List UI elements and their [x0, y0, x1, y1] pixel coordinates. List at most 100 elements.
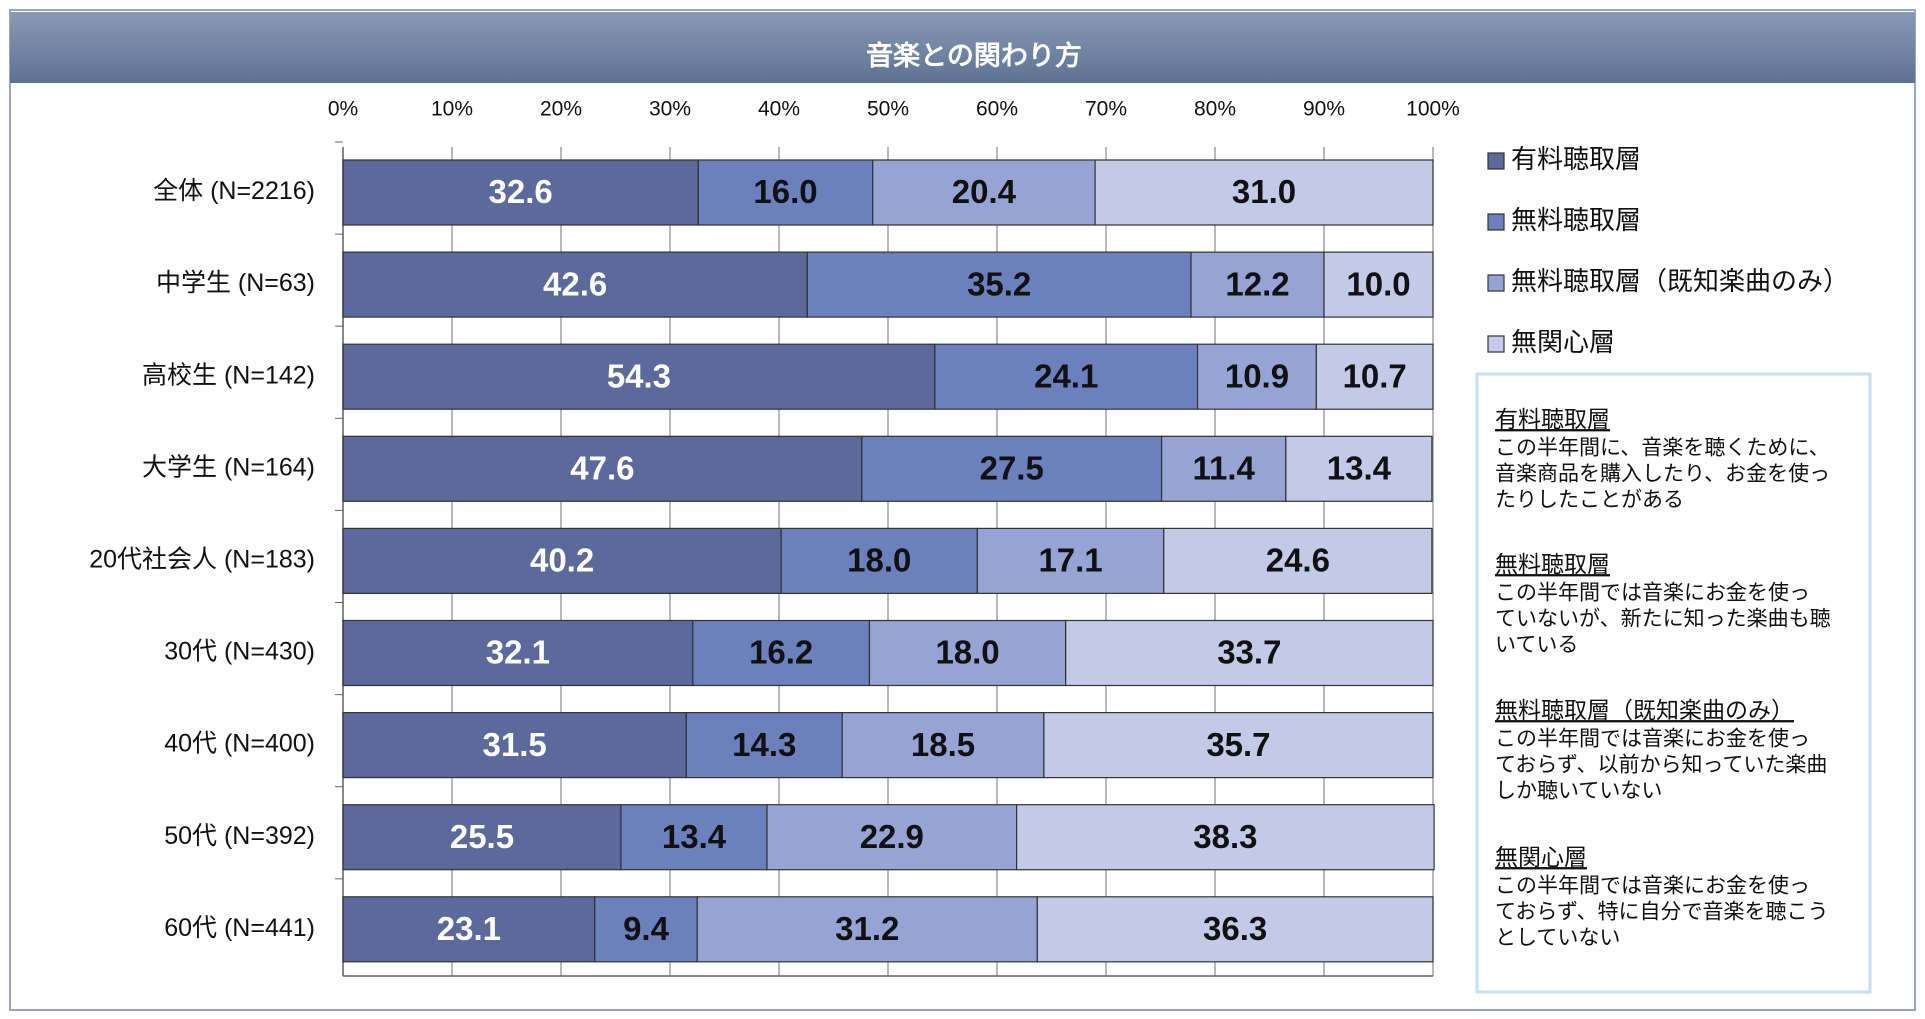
- x-tick-label: 90%: [1303, 98, 1345, 121]
- definition-text: ていないが、新たに知った楽曲も聴: [1495, 608, 1831, 631]
- x-tick-label: 20%: [540, 98, 582, 121]
- bar-segment: [780, 527, 978, 595]
- bar-segment: [1160, 435, 1287, 502]
- value-label: 13.4: [1327, 450, 1392, 487]
- x-tick-label: 60%: [976, 98, 1018, 121]
- value-label: 47.6: [570, 450, 634, 487]
- bar-segment: [1043, 711, 1434, 779]
- bar-segment: [342, 251, 808, 318]
- value-label: 9.4: [623, 910, 670, 947]
- category-label: 40代 (N=400): [164, 730, 315, 758]
- value-label: 14.3: [732, 726, 796, 763]
- bar-segment: [1094, 159, 1434, 226]
- x-tick-label: 10%: [431, 98, 473, 121]
- bar-segment: [342, 619, 694, 687]
- bar-segment: [841, 711, 1045, 779]
- category-label: 高校生 (N=142): [142, 361, 315, 389]
- bar-segment: [697, 159, 874, 226]
- category-label: 30代 (N=430): [164, 638, 315, 666]
- definition-term: 無料聴取層（既知楽曲のみ）: [1495, 697, 1794, 723]
- legend-swatch: [1487, 274, 1505, 292]
- x-tick-label: 70%: [1085, 98, 1127, 121]
- x-tick-label: 80%: [1194, 98, 1236, 121]
- legend-swatch: [1487, 213, 1505, 231]
- definition-text: 音楽商品を購入したり、お金を使っ: [1495, 463, 1830, 486]
- definition-box: [1475, 372, 1872, 994]
- value-label: 33.7: [1217, 634, 1281, 671]
- x-tick-label: 30%: [649, 98, 691, 121]
- value-label: 12.2: [1225, 265, 1289, 302]
- value-label: 10.9: [1225, 357, 1289, 394]
- category-label: 大学生 (N=164): [142, 453, 315, 481]
- definition-text: ておらず、以前から知っていた楽曲: [1495, 754, 1827, 777]
- bar-segment: [806, 251, 1192, 318]
- definition-term: 無料聴取層: [1495, 551, 1610, 577]
- value-label: 13.4: [662, 818, 727, 855]
- x-tick-label: 0%: [328, 98, 358, 121]
- x-tick-label: 100%: [1406, 98, 1460, 121]
- bar-segment: [1285, 435, 1433, 502]
- bar-segment: [692, 619, 871, 687]
- definition-text: しか聴いていない: [1495, 780, 1662, 803]
- value-label: 10.0: [1346, 265, 1410, 302]
- value-label: 35.7: [1206, 726, 1270, 763]
- chart-title: 音楽との関わり方: [866, 40, 1082, 71]
- definition-text: この半年間では音楽にお金を使っ: [1495, 875, 1810, 898]
- definition-text: いている: [1495, 634, 1578, 657]
- bar-segment: [1016, 804, 1435, 871]
- bar-segment: [342, 711, 687, 779]
- category-label: 全体 (N=2216): [153, 177, 315, 205]
- legend-label: 無関心層: [1511, 327, 1615, 357]
- value-label: 20.4: [952, 173, 1017, 210]
- value-label: 31.5: [483, 726, 547, 763]
- definition-term: 有料聴取層: [1495, 406, 1610, 432]
- value-label: 24.6: [1266, 542, 1330, 579]
- category-label: 中学生 (N=63): [156, 269, 315, 297]
- legend-label: 無料聴取層（既知楽曲のみ）: [1511, 266, 1849, 296]
- value-label: 54.3: [607, 357, 671, 394]
- value-label: 11.4: [1193, 450, 1256, 487]
- value-label: 18.5: [911, 726, 975, 763]
- bar-segment: [1315, 343, 1434, 410]
- bar-segment: [1323, 251, 1434, 318]
- value-label: 17.1: [1038, 542, 1102, 579]
- bar-segment: [1190, 251, 1325, 318]
- bar-segment: [934, 343, 1199, 410]
- value-label: 36.3: [1203, 910, 1267, 947]
- definition-text: ておらず、特に自分で音楽を聴こう: [1495, 901, 1828, 924]
- definition-text: この半年間に、音楽を聴くために、: [1495, 437, 1830, 460]
- bar-segment: [685, 711, 843, 779]
- bar-segment: [1036, 896, 1434, 963]
- value-label: 18.0: [847, 542, 911, 579]
- value-label: 25.5: [450, 818, 514, 855]
- category-label: 50代 (N=392): [164, 822, 315, 850]
- value-label: 40.2: [530, 542, 594, 579]
- value-label: 23.1: [437, 910, 501, 947]
- bar-segment: [696, 896, 1038, 963]
- value-label: 27.5: [980, 450, 1044, 487]
- value-label: 42.6: [543, 265, 607, 302]
- value-label: 18.0: [935, 634, 999, 671]
- definition-text: としていない: [1495, 927, 1620, 950]
- x-tick-label: 50%: [867, 98, 909, 121]
- value-label: 35.2: [967, 265, 1031, 302]
- legend-label: 無料聴取層: [1511, 205, 1641, 235]
- value-label: 38.3: [1193, 818, 1257, 855]
- value-label: 32.1: [486, 634, 550, 671]
- bar-segment: [342, 159, 699, 226]
- definition-text: たりしたことがある: [1495, 489, 1684, 512]
- bar-segment: [976, 527, 1165, 595]
- x-tick-label: 40%: [758, 98, 800, 121]
- value-label: 31.0: [1232, 173, 1296, 210]
- category-label: 20代社会人 (N=183): [89, 546, 315, 574]
- legend-swatch: [1487, 335, 1505, 353]
- legend-label: 有料聴取層: [1511, 144, 1641, 174]
- value-label: 16.2: [749, 634, 813, 671]
- bar-segment: [342, 527, 782, 595]
- bar-segment: [766, 804, 1018, 871]
- bar-segment: [1196, 343, 1317, 410]
- value-label: 24.1: [1034, 357, 1098, 394]
- title-bar: [10, 12, 1915, 83]
- value-label: 31.2: [835, 910, 899, 947]
